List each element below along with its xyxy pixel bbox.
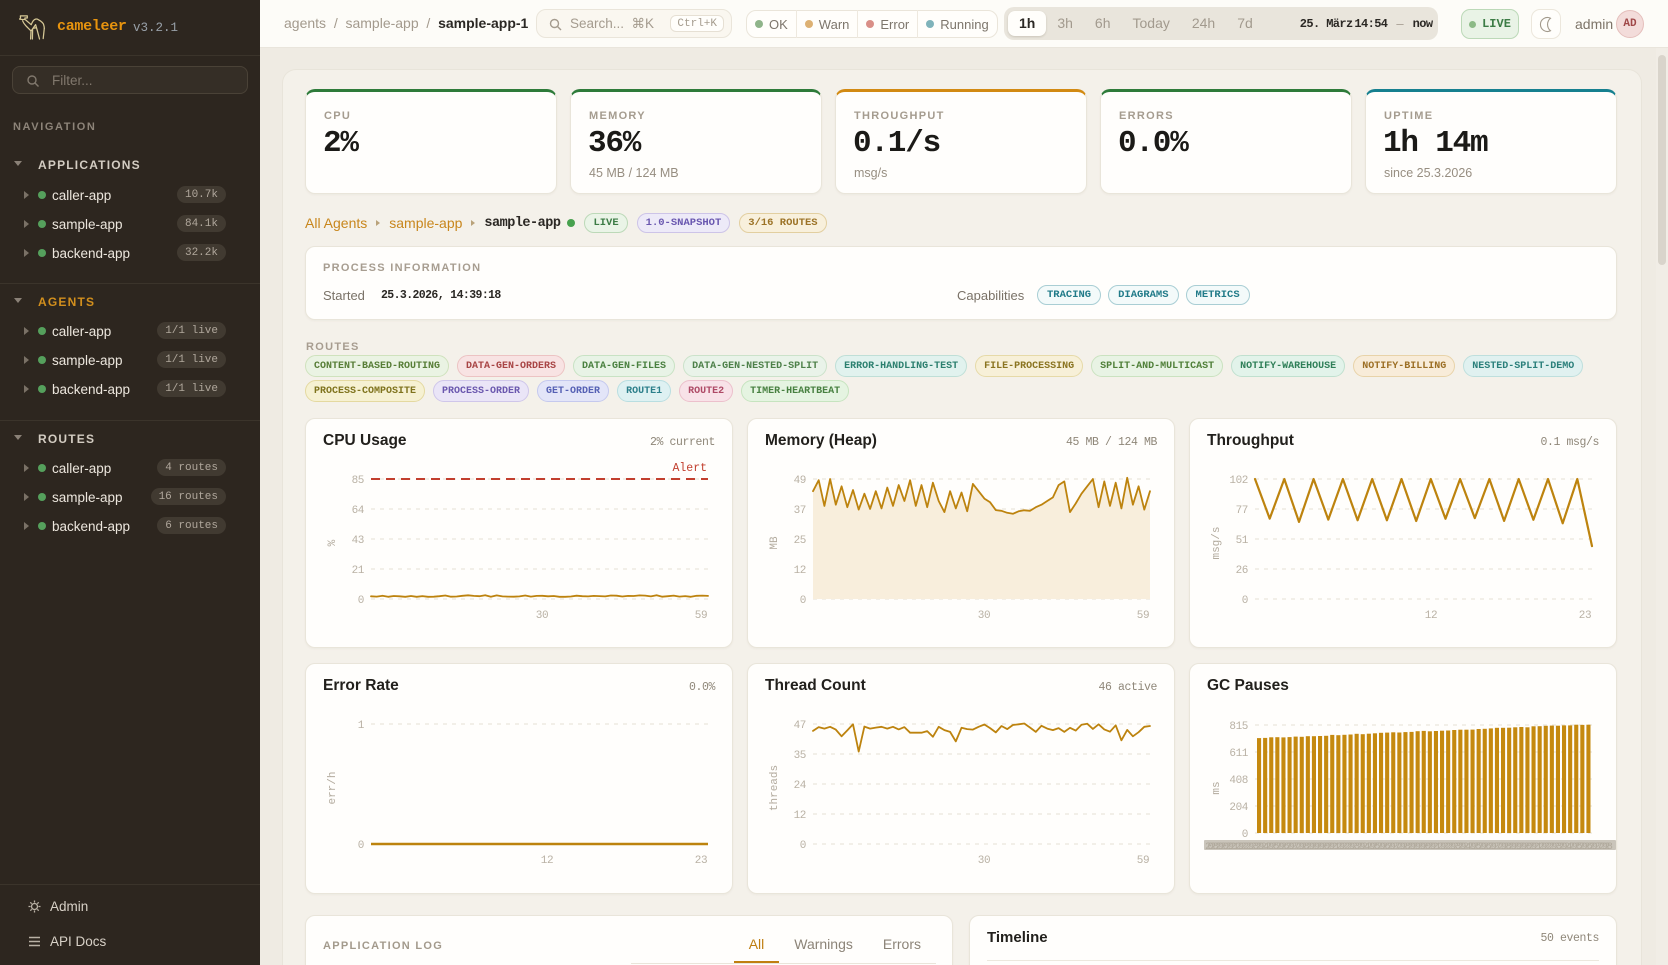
svg-text:59: 59 [1137, 855, 1149, 867]
svg-text:59: 59 [1137, 610, 1149, 622]
svg-text:12: 12 [541, 855, 553, 867]
svg-text:59: 59 [695, 610, 707, 622]
svg-text:30: 30 [536, 610, 548, 622]
svg-text:%: % [327, 539, 339, 546]
svg-text:85: 85 [352, 475, 364, 487]
svg-text:0: 0 [358, 840, 364, 852]
svg-text:0: 0 [800, 840, 806, 852]
svg-text:25: 25 [794, 535, 806, 547]
svg-text:64: 64 [352, 505, 365, 517]
svg-text:1: 1 [358, 720, 365, 732]
svg-text:err/h: err/h [327, 771, 339, 804]
svg-text:77: 77 [1236, 505, 1248, 517]
svg-text:43: 43 [352, 535, 364, 547]
svg-text:24: 24 [794, 780, 807, 792]
svg-text:0: 0 [800, 595, 806, 607]
svg-text:0: 0 [358, 595, 364, 607]
svg-text:204: 204 [1229, 802, 1248, 814]
svg-text:49: 49 [794, 475, 806, 487]
svg-text:26: 26 [1236, 565, 1248, 577]
svg-text:ms: ms [1211, 781, 1223, 794]
svg-text:threads: threads [769, 765, 781, 811]
svg-text:51: 51 [1236, 535, 1249, 547]
svg-text:12: 12 [794, 810, 806, 822]
svg-text:Alert: Alert [672, 462, 707, 475]
svg-text:47: 47 [794, 720, 806, 732]
svg-text:102: 102 [1229, 475, 1248, 487]
svg-text:MB: MB [769, 536, 781, 550]
svg-text:30: 30 [978, 855, 990, 867]
svg-text:21: 21 [352, 565, 365, 577]
svg-text:202829202921292229232924292529: 2028292029212922292329242925292629272928… [1205, 841, 1613, 853]
svg-text:30: 30 [978, 610, 990, 622]
svg-text:12: 12 [1425, 610, 1437, 622]
svg-text:611: 611 [1229, 748, 1248, 760]
svg-text:msg/s: msg/s [1211, 526, 1223, 559]
svg-text:37: 37 [794, 505, 806, 517]
svg-text:0: 0 [1242, 595, 1248, 607]
svg-text:815: 815 [1229, 721, 1248, 733]
svg-text:0: 0 [1242, 829, 1248, 841]
svg-text:408: 408 [1229, 775, 1248, 787]
svg-text:23: 23 [695, 855, 707, 867]
svg-text:23: 23 [1579, 610, 1591, 622]
svg-text:12: 12 [794, 565, 806, 577]
svg-text:35: 35 [794, 750, 806, 762]
